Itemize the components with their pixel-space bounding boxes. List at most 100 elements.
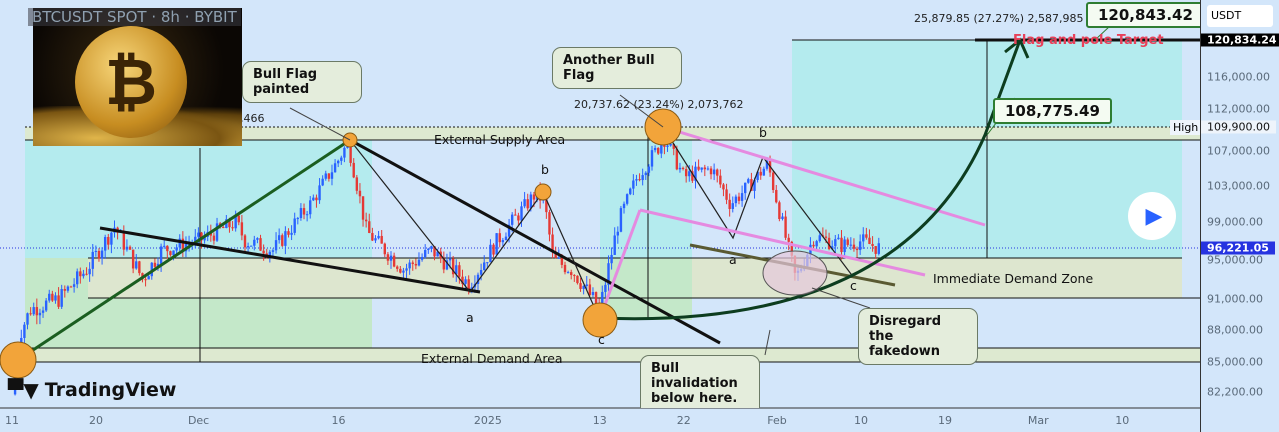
- candle: [731, 203, 734, 209]
- candle: [57, 295, 60, 307]
- candle: [495, 233, 498, 255]
- drawings: [0, 25, 1111, 379]
- candle: [305, 214, 309, 216]
- candle: [827, 237, 831, 250]
- candle: [448, 258, 452, 261]
- candle: [489, 244, 492, 263]
- candle: [215, 223, 219, 241]
- candle: [144, 279, 147, 281]
- tradingview-logo[interactable]: ▀▼ TradingView: [8, 378, 177, 402]
- candle: [327, 173, 331, 179]
- candle: [725, 189, 728, 200]
- candle: [576, 275, 579, 284]
- candle: [85, 273, 88, 275]
- candle: [653, 148, 657, 151]
- candle: [743, 182, 747, 194]
- callout-bull-flag: Bull Flag painted: [242, 61, 362, 103]
- candle: [35, 307, 39, 316]
- candle: [625, 194, 629, 204]
- callout-another-bull-flag: Another Bull Flag: [552, 47, 682, 89]
- candle: [834, 239, 837, 247]
- candle: [852, 244, 856, 249]
- candle: [601, 291, 604, 306]
- price-tick: 82,200.00: [1207, 385, 1263, 399]
- time-tick: 11: [5, 414, 19, 427]
- candle: [302, 208, 306, 215]
- candle: [321, 178, 324, 186]
- candle: [650, 150, 654, 167]
- candle: [526, 199, 529, 209]
- candle: [153, 262, 157, 267]
- candle: [507, 224, 511, 237]
- candle: [97, 250, 101, 259]
- candle: [29, 313, 32, 315]
- symbol-title[interactable]: BTCUSDT SPOT · 8h · BYBIT: [28, 8, 241, 26]
- candle: [529, 194, 533, 209]
- play-button[interactable]: ▶: [1128, 192, 1176, 240]
- candle: [107, 236, 110, 245]
- candle: [383, 243, 386, 255]
- candle: [414, 263, 418, 266]
- candle: [445, 260, 449, 270]
- candle: [660, 145, 663, 154]
- candle: [231, 227, 234, 229]
- candle: [753, 179, 756, 191]
- fakedown-ellipse: [762, 250, 828, 296]
- candle: [60, 289, 63, 307]
- candle: [110, 232, 113, 245]
- candle: [532, 194, 536, 200]
- candle: [554, 251, 557, 258]
- price-tick: 95,000.00: [1207, 253, 1263, 267]
- abc-wave-2: [662, 126, 855, 279]
- candle: [131, 249, 135, 269]
- external-supply-zone: [25, 127, 1200, 140]
- currency-label[interactable]: USDT: [1207, 5, 1273, 27]
- candle: [706, 168, 710, 170]
- candle: [840, 237, 843, 253]
- wave-label-c: c: [850, 278, 857, 293]
- candle: [349, 140, 352, 163]
- candle: [849, 244, 853, 246]
- price-chart[interactable]: [0, 0, 1200, 432]
- candle: [684, 169, 688, 177]
- candle: [172, 250, 175, 256]
- candle: [619, 208, 623, 232]
- candle: [476, 274, 480, 284]
- candle: [54, 295, 57, 301]
- wave-label-a: a: [466, 310, 474, 325]
- candle: [222, 227, 225, 229]
- candle: [402, 270, 405, 273]
- time-tick: Dec: [187, 414, 210, 427]
- candle: [197, 232, 200, 237]
- price-axis[interactable]: USDT: [1200, 0, 1279, 432]
- candle: [843, 239, 846, 253]
- price-tick: 107,000.00: [1207, 144, 1270, 158]
- flag2-upper-line: [662, 125, 986, 227]
- price-tick: 91,000.00: [1207, 292, 1263, 306]
- candle: [100, 250, 104, 259]
- time-tick: 20: [88, 414, 103, 427]
- candle: [458, 265, 461, 277]
- candle: [775, 189, 778, 203]
- candle: [697, 166, 700, 170]
- external-demand-label: External Demand Area: [421, 351, 563, 366]
- candle: [44, 300, 48, 311]
- candle: [604, 284, 607, 292]
- candle: [51, 293, 54, 301]
- candle: [688, 171, 691, 177]
- candle: [88, 268, 91, 275]
- candle: [657, 148, 660, 154]
- candle: [38, 312, 42, 316]
- price-tick: 103,000.00: [1207, 179, 1270, 193]
- candle: [638, 179, 641, 181]
- candle: [72, 284, 76, 287]
- target-price-box: 120,843.42: [1086, 2, 1205, 28]
- abc-wave-1: [349, 139, 601, 321]
- candle: [287, 231, 290, 235]
- candle: [262, 250, 265, 254]
- candle: [818, 235, 821, 242]
- candle: [461, 276, 464, 284]
- candle: [874, 246, 877, 254]
- candle: [737, 196, 741, 201]
- candle: [570, 272, 573, 276]
